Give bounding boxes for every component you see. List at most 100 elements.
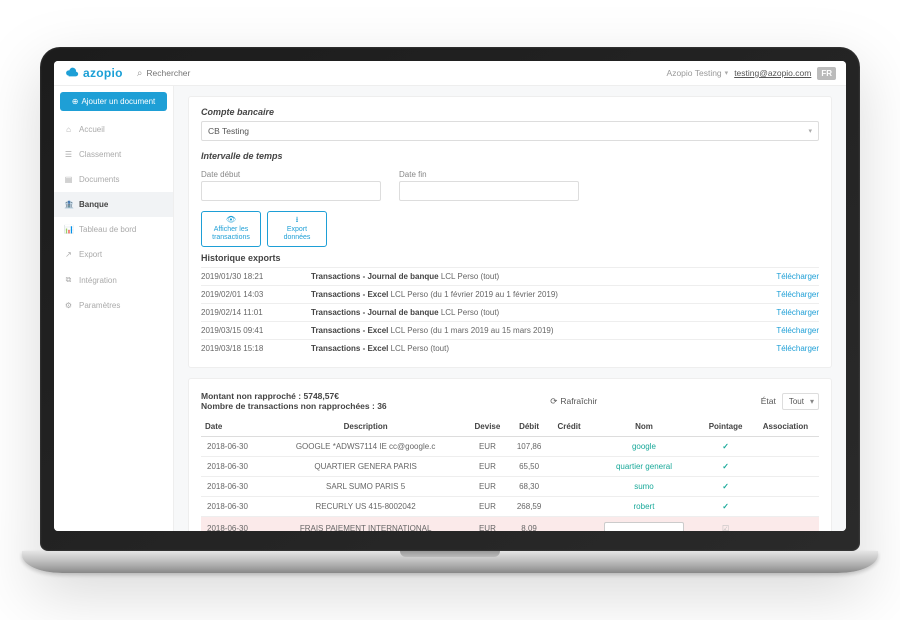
export-date: 2019/01/30 18:21 (201, 272, 311, 281)
lang-badge[interactable]: FR (817, 67, 836, 80)
download-link[interactable]: Télécharger (776, 344, 819, 353)
cell-point: ✓ (699, 497, 752, 517)
export-history-row: 2019/02/14 11:01Transactions - Journal d… (201, 303, 819, 321)
user-email-link[interactable]: testing@azopio.com (734, 68, 811, 78)
sidebar-item-gear[interactable]: ⚙Paramètres (54, 293, 173, 318)
transactions-table: DateDescriptionDeviseDébitCréditNomPoint… (201, 417, 819, 531)
sidebar-item-plug[interactable]: ⧉Intégration (54, 267, 173, 293)
cell-nom: robert (589, 497, 700, 517)
cell-date: 2018-06-30 (201, 437, 265, 457)
sidebar-item-bank[interactable]: 🏦Banque (54, 192, 173, 217)
export-date: 2019/02/14 11:01 (201, 308, 311, 317)
download-link[interactable]: Télécharger (776, 290, 819, 299)
btn-line1: Export (287, 226, 307, 234)
filters-card: Compte bancaire CB Testing ▾ Intervalle … (188, 96, 832, 368)
cell-date: 2018-06-30 (201, 517, 265, 531)
cell-assoc (752, 437, 819, 457)
col-header[interactable]: Association (752, 417, 819, 437)
cell-credit (550, 437, 589, 457)
table-row[interactable]: 2018-06-30RECURLY US 415-8002042EUR268,5… (201, 497, 819, 517)
col-header[interactable]: Devise (466, 417, 509, 437)
refresh-label: Rafraîchir (560, 396, 597, 406)
search-input[interactable] (146, 68, 660, 78)
export-history-row: 2019/03/18 15:18Transactions - Excel LCL… (201, 339, 819, 357)
date-start-input[interactable] (201, 181, 381, 201)
file-icon: ▤ (64, 175, 73, 184)
export-desc: Transactions - Excel LCL Perso (tout) (311, 344, 776, 353)
interval-section-title: Intervalle de temps (201, 151, 819, 161)
chevron-down-icon: ▾ (808, 127, 812, 135)
merchant-link[interactable]: google (632, 442, 656, 451)
export-desc: Transactions - Excel LCL Perso (du 1 fév… (311, 290, 776, 299)
add-document-button[interactable]: ⊕ Ajouter un document (60, 92, 167, 111)
merchant-link[interactable]: sumo (634, 482, 654, 491)
cell-desc: SARL SUMO PARIS 5 (265, 477, 466, 497)
cloud-icon (64, 67, 80, 79)
cell-credit (550, 517, 589, 531)
col-header[interactable]: Pointage (699, 417, 752, 437)
cell-desc: QUARTIER GENERA PARIS (265, 457, 466, 477)
account-selected: CB Testing (208, 126, 249, 136)
btn-line1: Afficher les (214, 226, 249, 234)
account-select[interactable]: CB Testing ▾ (201, 121, 819, 141)
download-link[interactable]: Télécharger (776, 272, 819, 281)
amount-label: Montant non rapproché : (201, 391, 301, 401)
sidebar-item-export[interactable]: ↗Export (54, 242, 173, 267)
date-start-label: Date début (201, 170, 240, 179)
sidebar-item-label: Intégration (79, 276, 117, 285)
cell-debit: 107,86 (509, 437, 550, 457)
refresh-button[interactable]: ⟳ Rafraîchir (550, 396, 597, 407)
date-end-input[interactable] (399, 181, 579, 201)
count-label: Nombre de transactions non rapprochées : (201, 401, 375, 411)
table-row[interactable]: 2018-06-30GOOGLE *ADWS7114 IE cc@google.… (201, 437, 819, 457)
col-header[interactable]: Débit (509, 417, 550, 437)
col-header[interactable]: Date (201, 417, 265, 437)
col-header[interactable]: Description (265, 417, 466, 437)
cell-credit (550, 497, 589, 517)
check-grey-icon: ☑ (722, 524, 729, 531)
sidebar: ⊕ Ajouter un document ⌂ Accueil ☰Classemen… (54, 86, 174, 531)
cell-debit: 68,30 (509, 477, 550, 497)
cell-desc: FRAIS PAIEMENT INTERNATIONAL (265, 517, 466, 531)
cell-nom: quartier general (589, 457, 700, 477)
home-icon: ⌂ (64, 125, 73, 134)
export-history-row: 2019/02/01 14:03Transactions - Excel LCL… (201, 285, 819, 303)
download-link[interactable]: Télécharger (776, 326, 819, 335)
table-row[interactable]: 2018-06-30QUARTIER GENERA PARISEUR65,50q… (201, 457, 819, 477)
cell-debit: 65,50 (509, 457, 550, 477)
check-icon: ✓ (722, 482, 729, 491)
cell-currency: EUR (466, 497, 509, 517)
table-row[interactable]: 2018-06-30FRAIS PAIEMENT INTERNATIONALEU… (201, 517, 819, 531)
tenant-switcher[interactable]: Azopio Testing ▾ (667, 68, 729, 78)
laptop-base (22, 551, 878, 573)
add-document-label: Ajouter un document (81, 97, 155, 106)
cell-credit (550, 477, 589, 497)
state-value: Tout (789, 397, 804, 406)
merchant-link[interactable]: quartier general (616, 462, 672, 471)
search-wrap: ⌕ (137, 68, 661, 79)
export-data-button[interactable]: ⭳ Export données (267, 211, 327, 247)
cell-date: 2018-06-30 (201, 477, 265, 497)
sidebar-item-list[interactable]: ☰Classement (54, 142, 173, 167)
state-select[interactable]: Tout (782, 393, 819, 410)
download-link[interactable]: Télécharger (776, 308, 819, 317)
cell-assoc (752, 497, 819, 517)
date-end-label: Date fin (399, 170, 427, 179)
show-transactions-button[interactable]: 👁 Afficher les transactions (201, 211, 261, 247)
sidebar-item-home[interactable]: ⌂ Accueil (54, 117, 173, 142)
sidebar-item-label: Accueil (79, 125, 105, 134)
sidebar-item-file[interactable]: ▤Documents (54, 167, 173, 192)
list-icon: ☰ (64, 150, 73, 159)
bank-icon: 🏦 (64, 200, 73, 209)
table-row[interactable]: 2018-06-30SARL SUMO PARIS 5EUR68,30sumo✓ (201, 477, 819, 497)
col-header[interactable]: Crédit (550, 417, 589, 437)
col-header[interactable]: Nom (589, 417, 700, 437)
brand-logo: azopio (64, 66, 123, 80)
cell-assoc (752, 477, 819, 497)
merchant-input[interactable] (604, 522, 684, 531)
download-icon: ⭳ (296, 216, 299, 225)
app-screen: azopio ⌕ Azopio Testing ▾ testing@azopio… (54, 61, 846, 531)
merchant-link[interactable]: robert (634, 502, 655, 511)
sidebar-item-chart[interactable]: 📊Tableau de bord (54, 217, 173, 242)
cell-desc: GOOGLE *ADWS7114 IE cc@google.c (265, 437, 466, 457)
